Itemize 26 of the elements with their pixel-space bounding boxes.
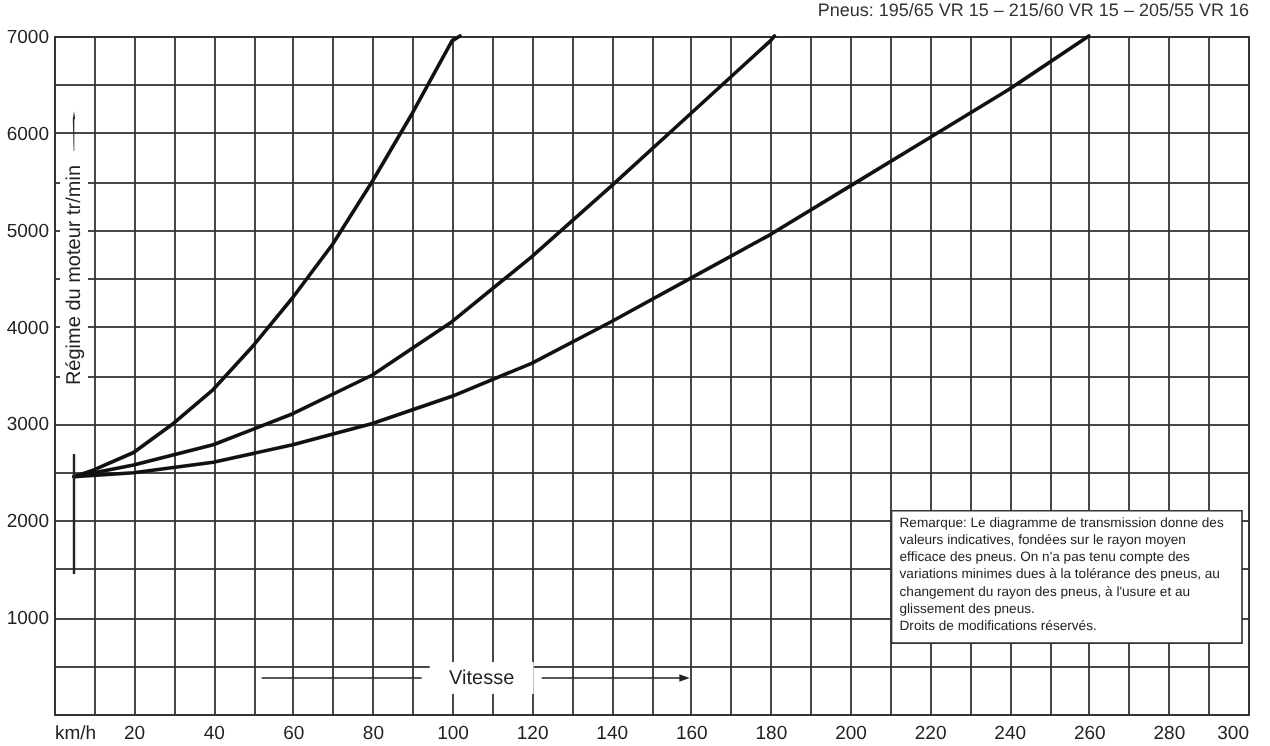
y-tick-label: 1000 [6, 608, 49, 631]
y-tick-label: 3000 [6, 414, 49, 437]
y-tick-label: 7000 [6, 27, 49, 49]
y-axis-title: Régime du moteur tr/min [64, 164, 86, 386]
x-tick-label: 120 [516, 723, 549, 745]
x-axis-title: Vitesse [449, 668, 516, 690]
x-tick-label: 260 [1073, 723, 1106, 745]
x-tick-label: 240 [994, 723, 1027, 745]
x-tick-label: 100 [437, 723, 469, 745]
x-tick-label: km/h [55, 723, 97, 745]
x-tick-label: 280 [1153, 723, 1186, 745]
x-tick-label: 160 [675, 723, 708, 745]
x-tick-label: 20 [124, 723, 146, 745]
x-tick-label: 200 [835, 723, 867, 745]
x-tick-label: 60 [283, 723, 305, 745]
x-tick-label: 300 [1217, 723, 1249, 745]
y-tick-label: 2000 [6, 511, 49, 534]
y-tick-label: 4000 [6, 317, 49, 340]
chart-title: Pneus: 195/65 VR 15 – 215/60 VR 15 – 205/55 VR 16 [817, 0, 1249, 20]
y-tick-label: 6000 [6, 123, 49, 146]
x-tick-label: 40 [203, 723, 225, 745]
y-tick-label: 5000 [6, 220, 49, 243]
x-tick-label: 140 [596, 723, 629, 745]
x-tick-label: 80 [362, 723, 384, 745]
x-tick-label: 220 [914, 723, 947, 745]
x-tick-label: 180 [755, 723, 788, 745]
